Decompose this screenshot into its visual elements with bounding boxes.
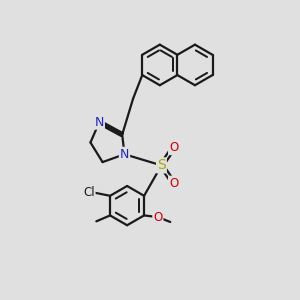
Text: O: O bbox=[153, 211, 163, 224]
Text: N: N bbox=[120, 148, 129, 161]
Text: O: O bbox=[169, 141, 178, 154]
Text: Cl: Cl bbox=[83, 186, 94, 199]
Text: S: S bbox=[157, 158, 166, 172]
Text: O: O bbox=[169, 176, 178, 190]
Text: N: N bbox=[94, 116, 104, 129]
